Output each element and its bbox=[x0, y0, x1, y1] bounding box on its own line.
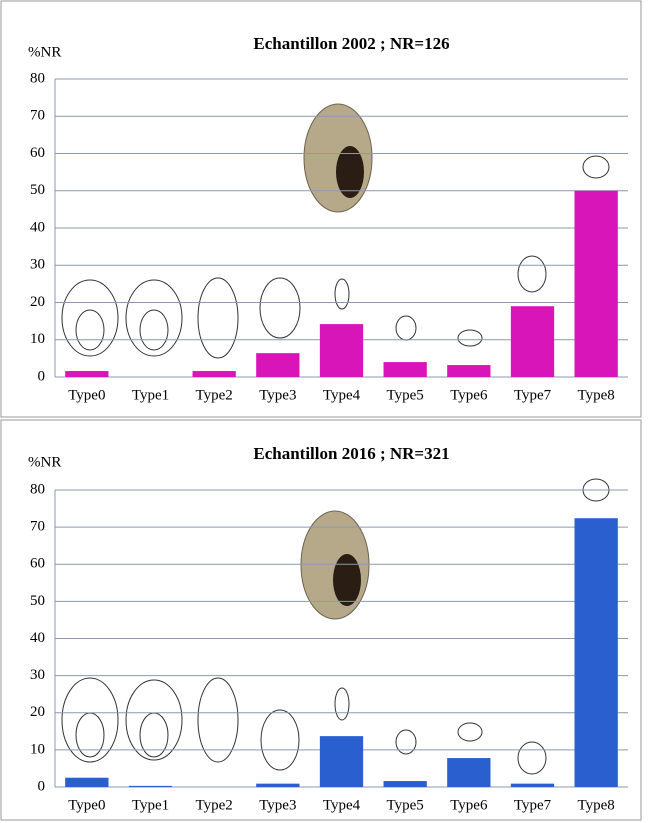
y-tick-label: 70 bbox=[30, 108, 45, 124]
x-tick-label: Type0 bbox=[68, 387, 105, 403]
x-tick-label: Type6 bbox=[450, 387, 488, 403]
y-tick-label: 10 bbox=[30, 741, 45, 757]
y-tick-label: 40 bbox=[30, 630, 45, 646]
y-tick-label: 60 bbox=[30, 145, 45, 161]
bar bbox=[574, 190, 618, 377]
bar bbox=[256, 783, 300, 787]
x-tick-label: Type1 bbox=[132, 797, 169, 813]
panel-frame bbox=[0, 419, 642, 821]
y-tick-label: 50 bbox=[30, 593, 45, 609]
bar bbox=[383, 362, 427, 377]
bar bbox=[383, 781, 427, 787]
bar bbox=[510, 306, 555, 377]
bar bbox=[447, 758, 491, 787]
x-tick-label: Type2 bbox=[196, 797, 233, 813]
bar bbox=[319, 324, 364, 377]
y-tick-label: 60 bbox=[30, 556, 45, 572]
x-tick-label: Type7 bbox=[514, 797, 552, 813]
y-tick-label: 20 bbox=[30, 704, 45, 720]
x-tick-label: Type5 bbox=[387, 797, 424, 813]
y-tick-label: 30 bbox=[30, 667, 45, 683]
y-tick-label: 0 bbox=[38, 778, 46, 794]
y-axis-label: %NR bbox=[28, 44, 61, 60]
bar bbox=[128, 785, 173, 787]
bar bbox=[65, 777, 109, 787]
bar bbox=[447, 365, 491, 377]
x-tick-label: Type5 bbox=[387, 387, 424, 403]
y-tick-label: 20 bbox=[30, 294, 45, 310]
y-axis-label: %NR bbox=[28, 454, 61, 470]
bar bbox=[510, 783, 555, 787]
x-tick-label: Type3 bbox=[259, 387, 296, 403]
x-tick-label: Type7 bbox=[514, 387, 552, 403]
x-tick-label: Type6 bbox=[450, 797, 488, 813]
bar bbox=[65, 371, 109, 377]
x-tick-label: Type4 bbox=[323, 797, 361, 813]
bar bbox=[574, 518, 618, 787]
y-tick-label: 50 bbox=[30, 182, 45, 198]
y-tick-label: 40 bbox=[30, 219, 45, 235]
y-tick-label: 70 bbox=[30, 519, 45, 535]
x-tick-label: Type8 bbox=[578, 797, 615, 813]
bar bbox=[256, 353, 300, 377]
x-tick-label: Type4 bbox=[323, 387, 361, 403]
chart-title: Echantillon 2016 ; NR=321 bbox=[253, 444, 449, 463]
bar bbox=[192, 371, 236, 377]
x-tick-label: Type0 bbox=[68, 797, 105, 813]
y-tick-label: 80 bbox=[30, 70, 45, 86]
y-tick-label: 10 bbox=[30, 331, 45, 347]
y-tick-label: 0 bbox=[38, 368, 46, 384]
shell-illustrations bbox=[61, 103, 610, 775]
chart-title: Echantillon 2002 ; NR=126 bbox=[253, 34, 449, 53]
x-tick-label: Type8 bbox=[578, 387, 615, 403]
x-tick-label: Type1 bbox=[132, 387, 169, 403]
x-tick-label: Type3 bbox=[259, 797, 296, 813]
y-tick-label: 80 bbox=[30, 481, 45, 497]
x-tick-label: Type2 bbox=[196, 387, 233, 403]
panel-frame bbox=[0, 0, 642, 418]
y-tick-label: 30 bbox=[30, 257, 45, 273]
bar bbox=[319, 736, 364, 787]
